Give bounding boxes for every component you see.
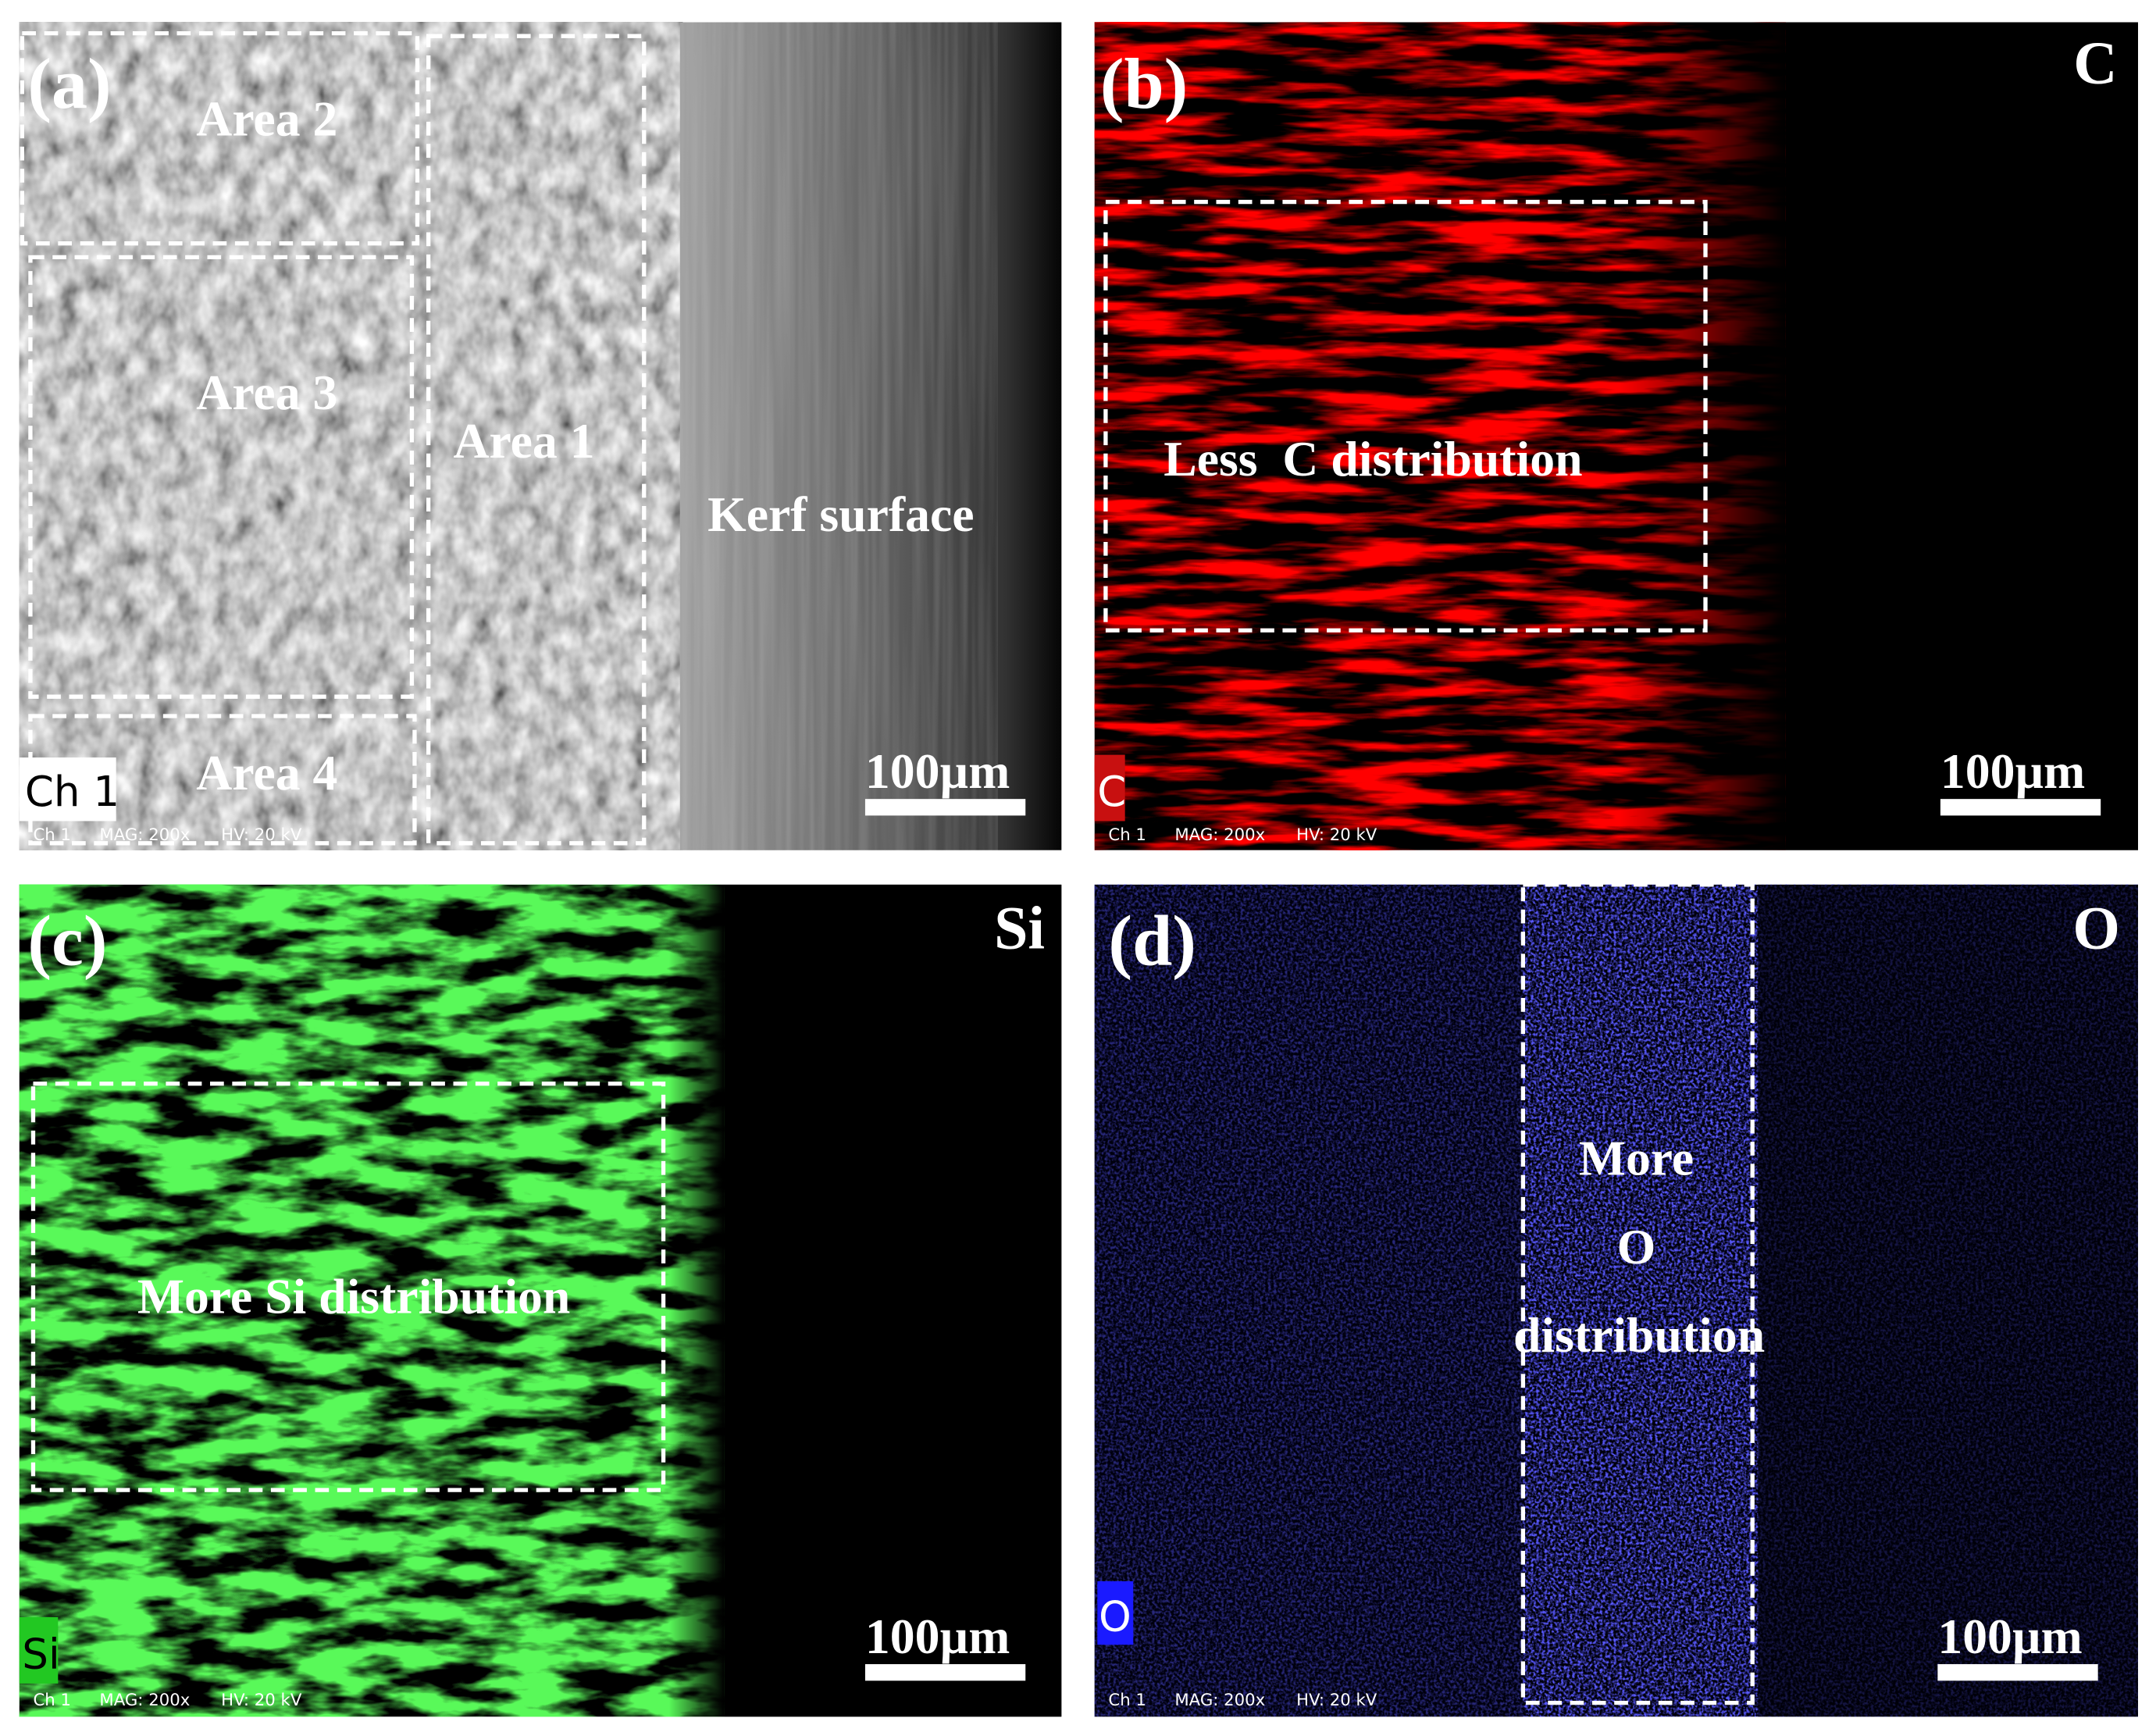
- footer: Ch 1: [33, 1691, 71, 1710]
- scale-bar: [864, 1664, 1026, 1681]
- kerf-texture: [679, 22, 998, 850]
- scale-bar: [1937, 1664, 2098, 1681]
- panel-d: (d) O More O distribution O 100µm Ch 1 M…: [1094, 882, 2138, 1717]
- footer: MAG: 200x: [1174, 825, 1265, 845]
- annotation: Area 4: [196, 745, 337, 800]
- channel-box: [1094, 754, 1125, 821]
- silicon-signal: [19, 884, 725, 1717]
- channel-box: [1097, 1581, 1134, 1645]
- region-box: [30, 1082, 666, 1492]
- channel-box: [19, 757, 116, 821]
- footer: HV: 20 kV: [221, 1691, 302, 1710]
- area-box: [20, 30, 420, 246]
- annotation: Less C distribution: [1164, 431, 1582, 486]
- scale-bar: [1940, 799, 2101, 816]
- scale-bar-label: 100µm: [865, 743, 1010, 799]
- footer: MAG: 200x: [99, 825, 190, 845]
- footer: Ch 1: [1108, 825, 1146, 845]
- scale-bar-label: 100µm: [1940, 743, 2085, 799]
- panel-label: (a): [27, 44, 111, 123]
- element-label: Si: [994, 894, 1045, 961]
- area-box: [426, 34, 647, 846]
- channel-label: O: [1099, 1593, 1131, 1641]
- scale-bar-label: 100µm: [865, 1609, 1010, 1664]
- panel-a: (a) Area 2 Area 3 Area 1 Area 4 Kerf sur…: [19, 22, 1062, 850]
- dark-region: [724, 884, 1062, 1717]
- panel-b: (b) C Less C distribution C 100µm Ch 1 M…: [1094, 22, 2138, 850]
- footer: Ch 1: [33, 825, 71, 845]
- region-box: [1520, 882, 1755, 1705]
- element-label: O: [2072, 894, 2120, 961]
- annotation: More Si distribution: [137, 1269, 571, 1324]
- signal-fade: [668, 884, 725, 1717]
- area-box: [28, 255, 415, 699]
- channel-label: C: [1097, 768, 1126, 816]
- scale-bar-label: 100µm: [1937, 1609, 2082, 1664]
- panel-c: (c) Si More Si distribution Si 100µm Ch …: [19, 884, 1062, 1717]
- channel-label: Ch 1: [25, 768, 119, 816]
- dark-region: [1785, 22, 2138, 850]
- scale-bar: [864, 799, 1026, 816]
- footer: HV: 20 kV: [1296, 1691, 1377, 1710]
- footer: HV: 20 kV: [1296, 825, 1377, 845]
- annotation: Kerf surface: [707, 486, 974, 542]
- annotation: O: [1617, 1219, 1656, 1274]
- footer: HV: 20 kV: [221, 825, 302, 845]
- footer: MAG: 200x: [99, 1691, 190, 1710]
- annotation: distribution: [1513, 1307, 1765, 1363]
- signal-dim: [1758, 884, 2138, 1717]
- annotation: Area 1: [454, 413, 595, 469]
- annotation: Area 3: [196, 365, 337, 420]
- channel-label: Si: [22, 1630, 59, 1678]
- channel-box: [19, 1616, 59, 1684]
- footer: MAG: 200x: [1174, 1691, 1265, 1710]
- panel-label: (b): [1100, 44, 1188, 123]
- signal-fade: [1620, 22, 1786, 850]
- panel-label: (c): [27, 901, 107, 981]
- annotation: Area 2: [196, 91, 337, 147]
- fracture-texture: [19, 22, 683, 850]
- signal-dim: [1094, 884, 1523, 1717]
- element-label: C: [2073, 29, 2117, 96]
- annotation: More: [1579, 1131, 1694, 1186]
- region-box: [1103, 199, 1708, 633]
- footer: Ch 1: [1108, 1691, 1146, 1710]
- panel-label: (d): [1108, 901, 1196, 981]
